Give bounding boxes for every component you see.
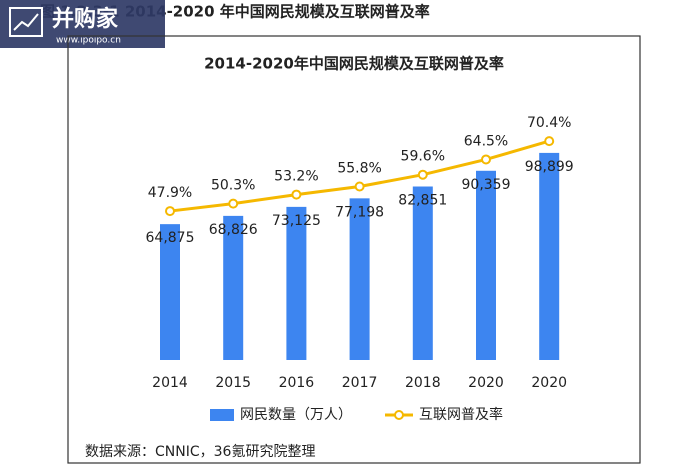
line-point xyxy=(165,206,175,217)
line-value-label: 53.2% xyxy=(274,169,318,185)
chart-title: 2014-2020年中国网民规模及互联网普及率 xyxy=(204,55,504,73)
bar-value-label: 90,359 xyxy=(462,177,511,193)
watermark-brand: 并购家 xyxy=(52,6,119,32)
bar xyxy=(160,224,180,360)
line-value-label: 59.6% xyxy=(401,149,445,165)
line-point xyxy=(291,189,302,200)
x-tick-label: 2020 xyxy=(531,375,567,391)
watermark-url: www.ipoipo.cn xyxy=(56,36,121,46)
legend-label: 网民数量（万人） xyxy=(240,407,352,423)
bar xyxy=(476,170,496,360)
watermark-icon xyxy=(9,7,43,37)
chart-frame xyxy=(67,35,641,464)
legend-label: 互联网普及率 xyxy=(419,406,503,423)
line-point xyxy=(228,198,239,209)
bar-value-label: 98,899 xyxy=(525,159,574,175)
line-value-label: 55.8% xyxy=(337,161,381,177)
x-tick-label: 2014 xyxy=(152,375,188,391)
x-tick-label: 2015 xyxy=(215,375,251,391)
bar xyxy=(539,152,560,360)
x-tick-label: 2020 xyxy=(468,375,504,391)
bar-value-label: 64,875 xyxy=(146,230,195,246)
legend-swatch xyxy=(210,409,234,421)
line-point xyxy=(544,136,555,147)
x-tick-label: 2017 xyxy=(342,375,378,391)
line-value-label: 50.3% xyxy=(211,178,255,194)
line-point xyxy=(354,181,365,192)
x-tick-label: 2016 xyxy=(279,375,315,391)
line-point xyxy=(417,169,428,180)
watermark-icon xyxy=(13,13,39,31)
bar xyxy=(412,186,433,360)
line-value-label: 47.9% xyxy=(148,185,192,201)
bar xyxy=(286,206,307,360)
legend-swatch xyxy=(394,410,404,420)
bar-value-label: 77,198 xyxy=(335,204,384,220)
bar xyxy=(349,198,370,360)
bar-value-label: 82,851 xyxy=(398,193,447,209)
watermark: 并购家 www.ipoipo.cn xyxy=(0,0,165,48)
line-value-label: 70.4% xyxy=(527,115,571,131)
bar xyxy=(223,215,244,360)
x-tick-label: 2018 xyxy=(405,375,441,391)
line-value-label: 64.5% xyxy=(464,133,508,149)
line-point xyxy=(481,154,491,165)
bar-value-label: 68,826 xyxy=(209,222,258,238)
bar-value-label: 73,125 xyxy=(272,213,321,229)
source-note: 数据来源：CNNIC，36氪研究院整理 xyxy=(85,444,315,460)
